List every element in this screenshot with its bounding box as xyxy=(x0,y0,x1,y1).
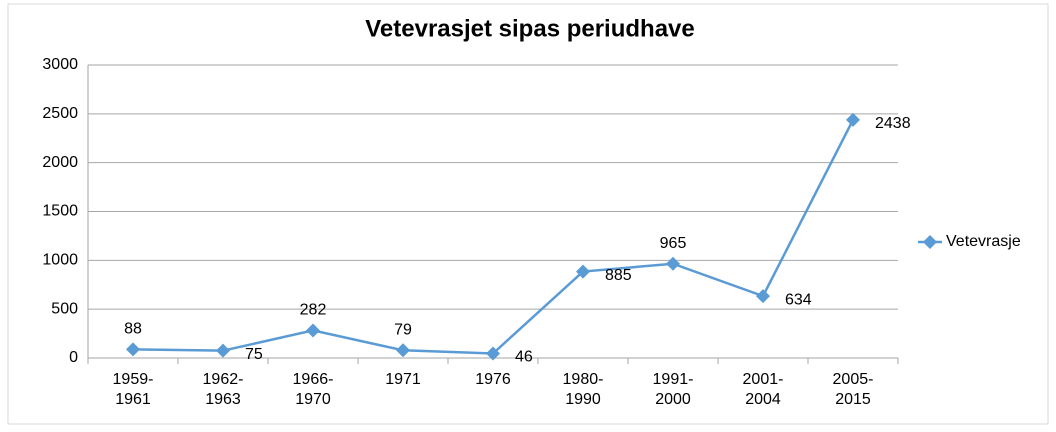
marker xyxy=(306,323,320,338)
x-tick-label: 1976 xyxy=(475,371,511,388)
marker xyxy=(216,343,230,358)
chart-title: Vetevrasjet sipas periudhave xyxy=(365,15,695,42)
y-tick-label: 0 xyxy=(69,349,78,366)
marker xyxy=(666,256,680,271)
y-tick-label: 1000 xyxy=(42,252,78,269)
data-label: 46 xyxy=(515,349,533,366)
x-tick-label: 2001-2004 xyxy=(742,371,784,408)
y-tick-label: 1500 xyxy=(42,203,78,220)
marker xyxy=(756,289,770,304)
data-label: 282 xyxy=(300,302,327,319)
legend-label: Vetevrasje xyxy=(946,233,1021,250)
y-tick-label: 500 xyxy=(51,300,78,317)
x-tick-label: 1991-2000 xyxy=(652,371,694,408)
x-tick-label: 1980-1990 xyxy=(562,371,604,408)
data-label: 2438 xyxy=(875,115,911,132)
y-tick-label: 2000 xyxy=(42,154,78,171)
data-label: 634 xyxy=(785,291,812,308)
data-label: 88 xyxy=(124,321,142,338)
marker xyxy=(576,264,590,279)
y-tick-label: 2500 xyxy=(42,105,78,122)
marker xyxy=(486,346,500,361)
x-tick-label: 1959-1961 xyxy=(112,371,154,408)
marker xyxy=(126,342,140,357)
legend-marker xyxy=(923,235,937,249)
data-label: 885 xyxy=(605,267,632,284)
marker xyxy=(846,112,860,127)
y-tick-label: 3000 xyxy=(42,56,78,73)
chart-frame xyxy=(7,3,1049,425)
data-label: 965 xyxy=(660,235,687,252)
x-tick-label: 2005-2015 xyxy=(832,371,874,408)
x-tick-label: 1971 xyxy=(385,371,421,388)
x-tick-label: 1962-1963 xyxy=(202,371,244,408)
x-tick-label: 1966-1970 xyxy=(292,371,334,408)
marker xyxy=(396,343,410,358)
data-label: 75 xyxy=(245,346,263,363)
data-label: 79 xyxy=(394,322,412,339)
